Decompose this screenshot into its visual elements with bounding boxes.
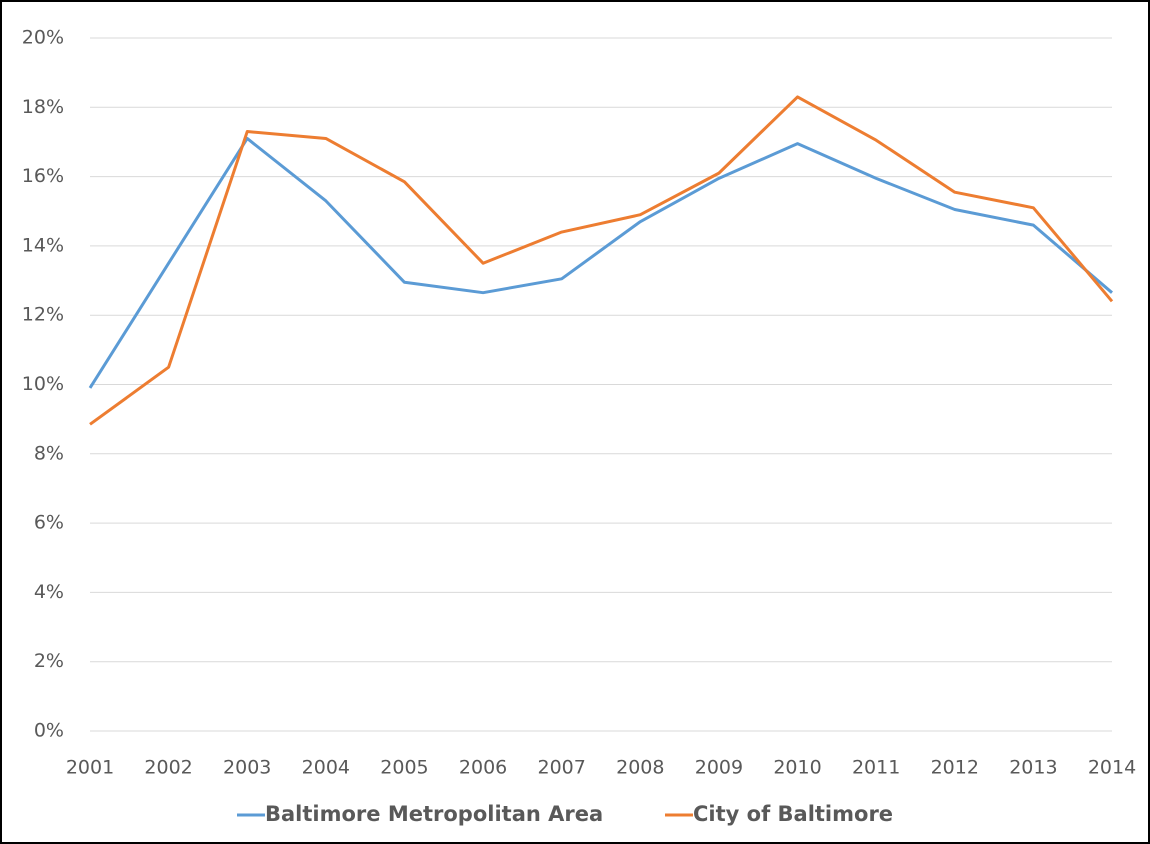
x-tick-label: 2009	[695, 757, 743, 779]
y-tick-label: 12%	[22, 304, 64, 326]
x-tick-label: 2010	[773, 757, 821, 779]
y-tick-label: 8%	[34, 442, 64, 464]
y-tick-label: 18%	[22, 96, 64, 118]
y-tick-label: 14%	[22, 234, 64, 256]
x-tick-label: 2008	[616, 757, 664, 779]
series-line	[89, 95, 1114, 426]
legend-text: Baltimore Metropolitan Area	[265, 802, 603, 826]
y-tick-label: 6%	[34, 512, 64, 534]
x-tick-label: 2005	[380, 757, 428, 779]
x-tick-label: 2007	[538, 757, 586, 779]
y-tick-label: 4%	[34, 581, 64, 603]
y-tick-label: 0%	[34, 720, 64, 742]
x-tick-label: 2002	[144, 757, 192, 779]
y-tick-label: 2%	[34, 650, 64, 672]
y-tick-label: 16%	[22, 165, 64, 187]
y-tick-label: 20%	[22, 27, 64, 49]
x-tick-label: 2001	[66, 757, 114, 779]
x-tick-label: 2006	[459, 757, 507, 779]
legend-text: City of Baltimore	[693, 802, 893, 826]
x-tick-label: 2012	[931, 757, 979, 779]
x-tick-label: 2003	[223, 757, 271, 779]
x-tick-label: 2013	[1009, 757, 1057, 779]
series-line	[88, 136, 1113, 389]
x-tick-label: 2004	[302, 757, 350, 779]
x-tick-label: 2011	[852, 757, 900, 779]
x-tick-label: 2014	[1088, 757, 1136, 779]
y-tick-label: 10%	[22, 373, 64, 395]
